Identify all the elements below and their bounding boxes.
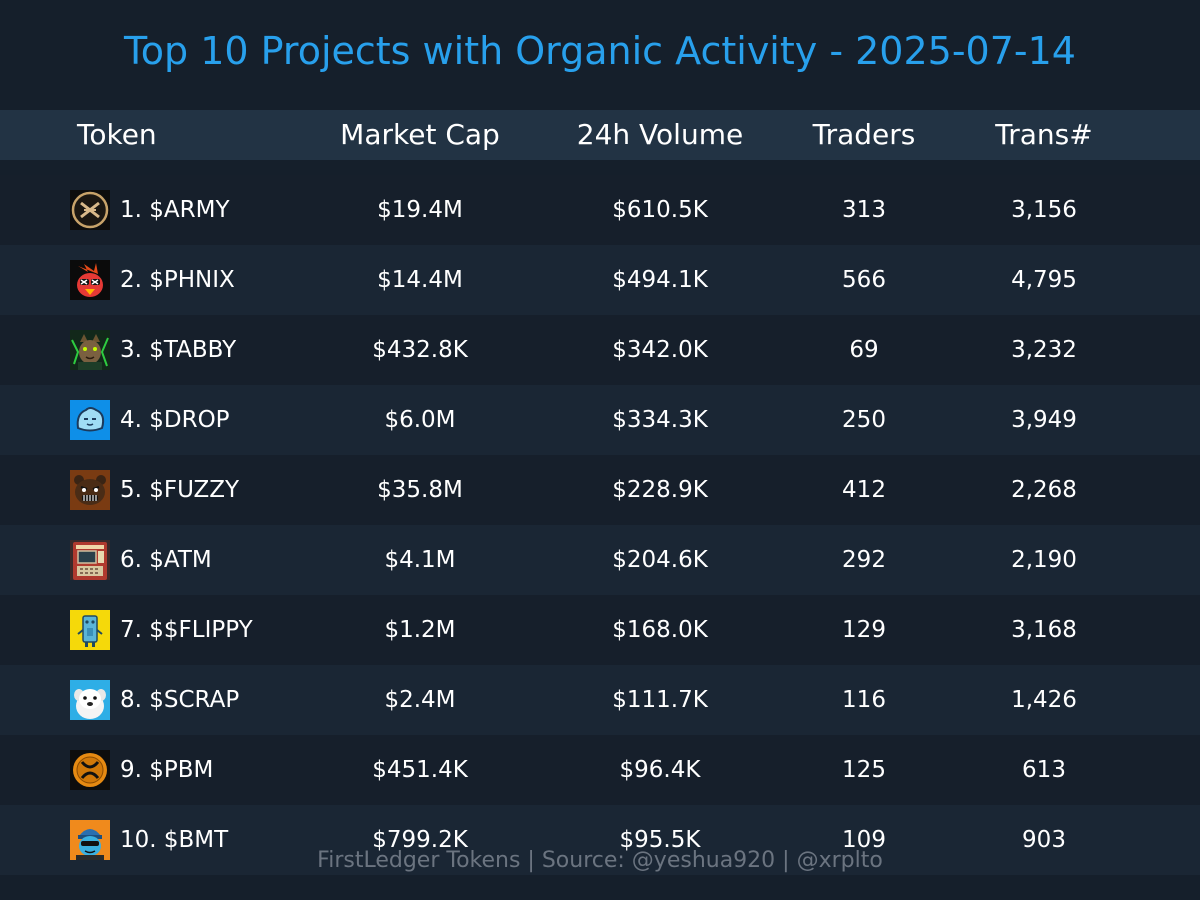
traders-cell: 129 [842,617,886,643]
traders-cell: 116 [842,687,886,713]
header-market-cap: Market Cap [340,118,500,151]
traders-cell: 412 [842,477,886,503]
trans-cell: 903 [1022,827,1066,853]
market-cap-cell: $451.4K [372,757,468,783]
table-row: 2. $PHNIX $14.4M $494.1K 566 4,795 [0,245,1200,315]
volume-cell: $111.7K [612,687,708,713]
atm-machine-icon [70,540,110,580]
trans-cell: 1,426 [1011,687,1077,713]
drop-blob-icon [70,400,110,440]
token-cell: 3. $TABBY [120,337,237,363]
scrap-dog-icon [70,680,110,720]
fuzzy-bear-icon [70,470,110,510]
traders-cell: 109 [842,827,886,853]
header-traders: Traders [812,118,916,151]
trans-cell: 3,156 [1011,197,1077,223]
market-cap-cell: $4.1M [384,547,456,573]
token-cell: 5. $FUZZY [120,477,240,503]
market-cap-cell: $19.4M [377,197,463,223]
table-row: 6. $ATM $4.1M $204.6K 292 2,190 [0,525,1200,595]
market-cap-cell: $35.8M [377,477,463,503]
table-row: 10. $BMT $799.2K $95.5K 109 903 [0,805,1200,875]
table-row: 5. $FUZZY $35.8M $228.9K 412 2,268 [0,455,1200,525]
trans-cell: 4,795 [1011,267,1077,293]
trans-cell: 2,190 [1011,547,1077,573]
traders-cell: 69 [849,337,879,363]
market-cap-cell: $432.8K [372,337,468,363]
token-cell: 7. $$FLIPPY [120,617,253,643]
market-cap-cell: $1.2M [384,617,456,643]
token-cell: 4. $DROP [120,407,230,433]
token-cell: 8. $SCRAP [120,687,240,713]
header-24h-volume: 24h Volume [576,118,744,151]
bmt-character-icon [70,820,110,860]
volume-cell: $610.5K [612,197,708,223]
traders-cell: 125 [842,757,886,783]
phoenix-bird-icon [70,260,110,300]
army-x-logo-icon [70,190,110,230]
market-cap-cell: $799.2K [372,827,468,853]
volume-cell: $168.0K [612,617,708,643]
volume-cell: $342.0K [612,337,708,363]
trans-cell: 3,949 [1011,407,1077,433]
traders-cell: 250 [842,407,886,433]
volume-cell: $204.6K [612,547,708,573]
header-trans: Trans# [995,118,1093,151]
table-row: 8. $SCRAP $2.4M $111.7K 116 1,426 [0,665,1200,735]
trans-cell: 3,232 [1011,337,1077,363]
token-cell: 6. $ATM [120,547,212,573]
volume-cell: $95.5K [619,827,701,853]
flippy-robot-icon [70,610,110,650]
chart-title: Top 10 Projects with Organic Activity - … [124,29,1076,73]
table-row: 9. $PBM $451.4K $96.4K 125 613 [0,735,1200,805]
pbm-xrp-coin-icon [70,750,110,790]
token-cell: 9. $PBM [120,757,214,783]
table-row: 4. $DROP $6.0M $334.3K 250 3,949 [0,385,1200,455]
market-cap-cell: $14.4M [377,267,463,293]
table-row: 7. $$FLIPPY $1.2M $168.0K 129 3,168 [0,595,1200,665]
token-cell: 10. $BMT [120,827,229,853]
market-cap-cell: $2.4M [384,687,456,713]
volume-cell: $334.3K [612,407,708,433]
traders-cell: 292 [842,547,886,573]
chart-footer: FirstLedger Tokens | Source: @yeshua920 … [317,848,883,873]
traders-cell: 313 [842,197,886,223]
volume-cell: $228.9K [612,477,708,503]
trans-cell: 613 [1022,757,1066,783]
token-cell: 1. $ARMY [120,197,230,223]
traders-cell: 566 [842,267,886,293]
market-cap-cell: $6.0M [384,407,456,433]
trans-cell: 2,268 [1011,477,1077,503]
table-row: 3. $TABBY $432.8K $342.0K 69 3,232 [0,315,1200,385]
header-token: Token [77,118,157,151]
volume-cell: $96.4K [619,757,701,783]
trans-cell: 3,168 [1011,617,1077,643]
table-row: 1. $ARMY $19.4M $610.5K 313 3,156 [0,175,1200,245]
tabby-cat-icon [70,330,110,370]
token-cell: 2. $PHNIX [120,267,235,293]
volume-cell: $494.1K [612,267,708,293]
table-header: Token Market Cap 24h Volume Traders Tran… [0,110,1200,160]
